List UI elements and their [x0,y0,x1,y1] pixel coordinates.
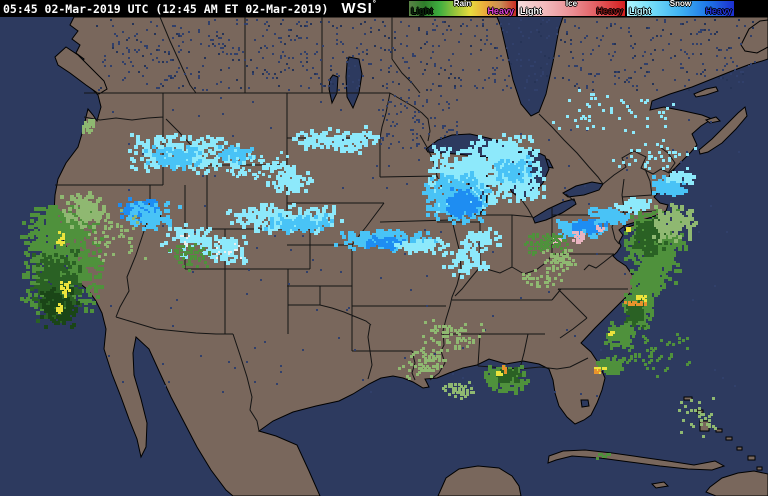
legend-rain-heavy: Heavy [487,6,514,16]
legend-ice-label: Ice [565,0,578,8]
legend-snow-light: Light [628,6,651,16]
wsi-logo: WSI° [341,0,377,17]
radar-precipitation-layer [0,17,768,496]
legend-ice-light: Light [519,6,542,16]
precip-legend: Rain Light Heavy Ice Light Heavy Snow Li… [408,0,734,16]
legend-rain-label: Rain [453,0,472,8]
logo-mark: ° [372,0,377,8]
legend-snow-label: Snow [669,0,692,8]
legend-snow: Snow Light Heavy [626,0,734,16]
legend-rain: Rain Light Heavy [408,0,516,16]
legend-snow-heavy: Heavy [705,6,732,16]
radar-map [0,17,768,496]
legend-rain-light: Light [410,6,433,16]
legend-ice-heavy: Heavy [596,6,623,16]
legend-ice: Ice Light Heavy [517,0,625,16]
timestamp: 05:45 02-Mar-2019 UTC (12:45 AM ET 02-Ma… [3,1,329,16]
header-bar: 05:45 02-Mar-2019 UTC (12:45 AM ET 02-Ma… [0,0,768,17]
